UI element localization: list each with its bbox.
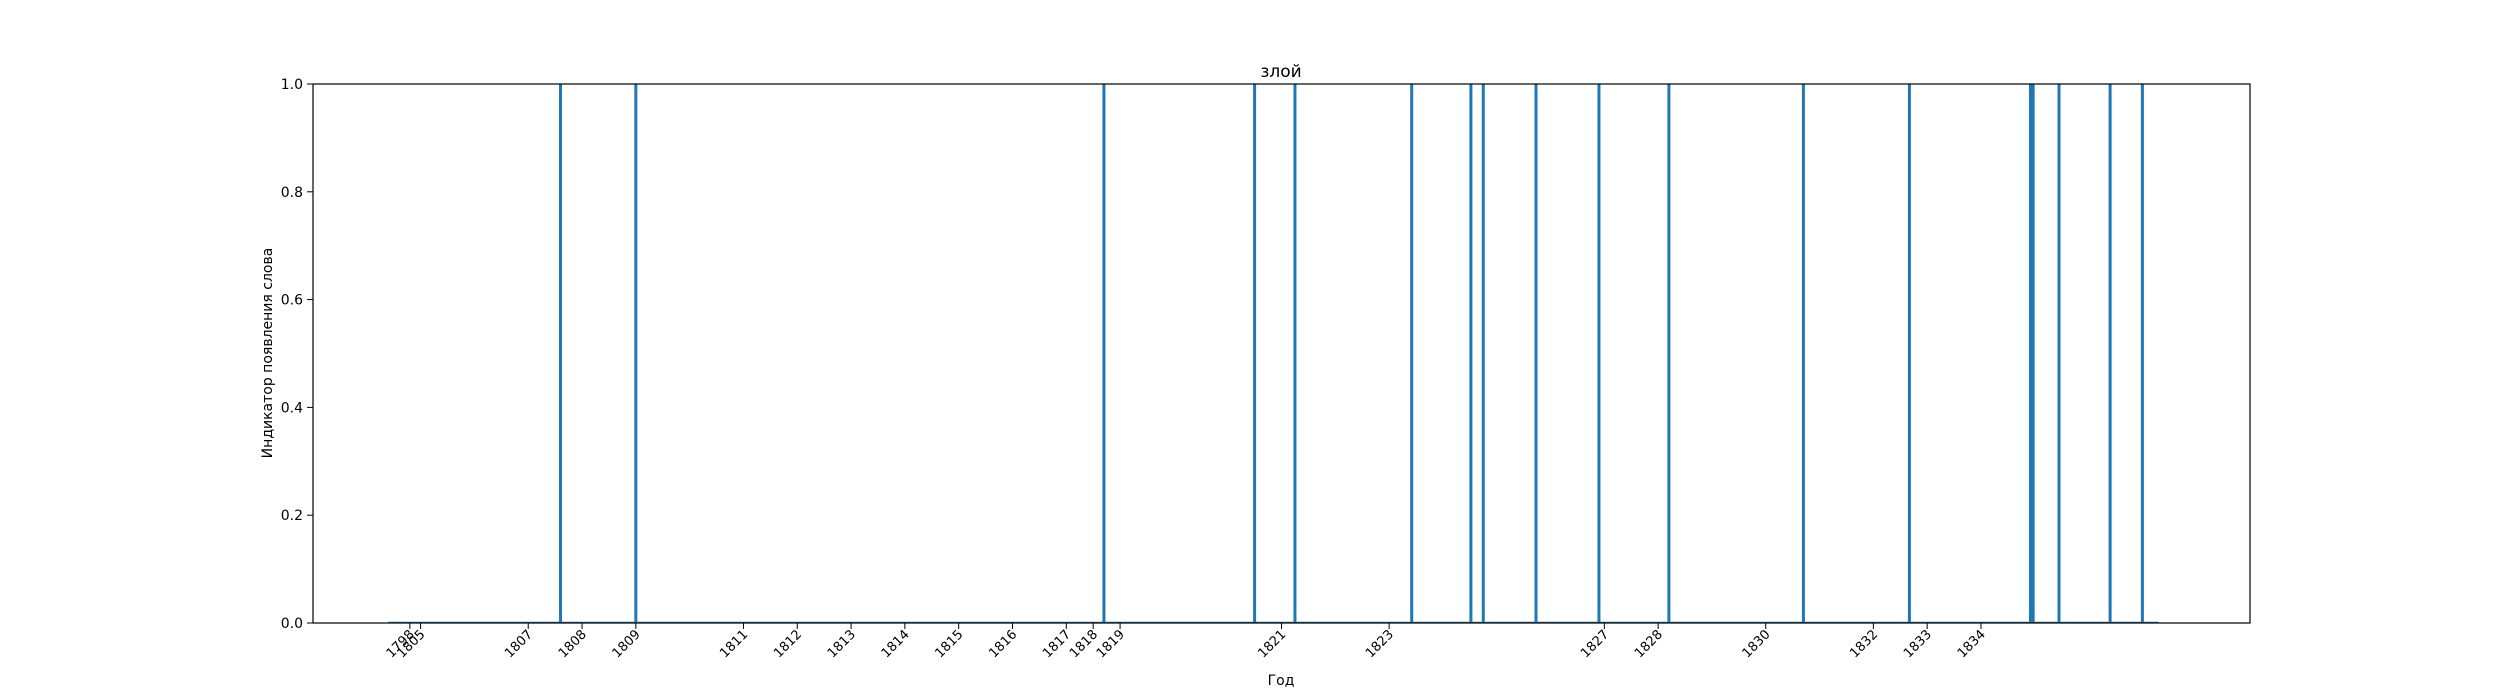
bar-14 [2031,84,2035,623]
y-tick-label-4: 0.8 [281,185,303,201]
bar-1 [634,84,638,623]
bar-9 [1597,84,1601,623]
y-tick-label-2: 0.4 [281,400,303,416]
chart-title: злой [1260,62,1301,82]
y-tick-label-1: 0.2 [281,508,303,524]
bar-8 [1534,84,1538,623]
bar-13 [2028,84,2032,623]
bar-7 [1481,84,1485,623]
bar-6 [1469,84,1473,623]
y-tick-label-3: 0.6 [281,293,303,309]
bar-5 [1410,84,1414,623]
bar-10 [1667,84,1671,623]
bar-3 [1253,84,1257,623]
bar-15 [2057,84,2061,623]
bar-11 [1801,84,1805,623]
bar-16 [2108,84,2112,623]
y-tick-label-5: 1.0 [281,77,303,93]
bar-4 [1293,84,1297,623]
bar-17 [2140,84,2144,623]
bars-layer [388,84,2159,624]
bar-2 [1102,84,1106,623]
bar-12 [1907,84,1911,623]
y-axis-label: Индикатор появления слова [260,248,276,459]
plot-frame [312,83,2251,624]
y-ticks-layer: 0.0 0.2 0.4 0.6 0.8 1.0 [281,77,313,632]
x-axis-label: Год [1268,673,1295,689]
bar-0 [559,84,563,623]
y-tick-label-0: 0.0 [281,616,303,632]
